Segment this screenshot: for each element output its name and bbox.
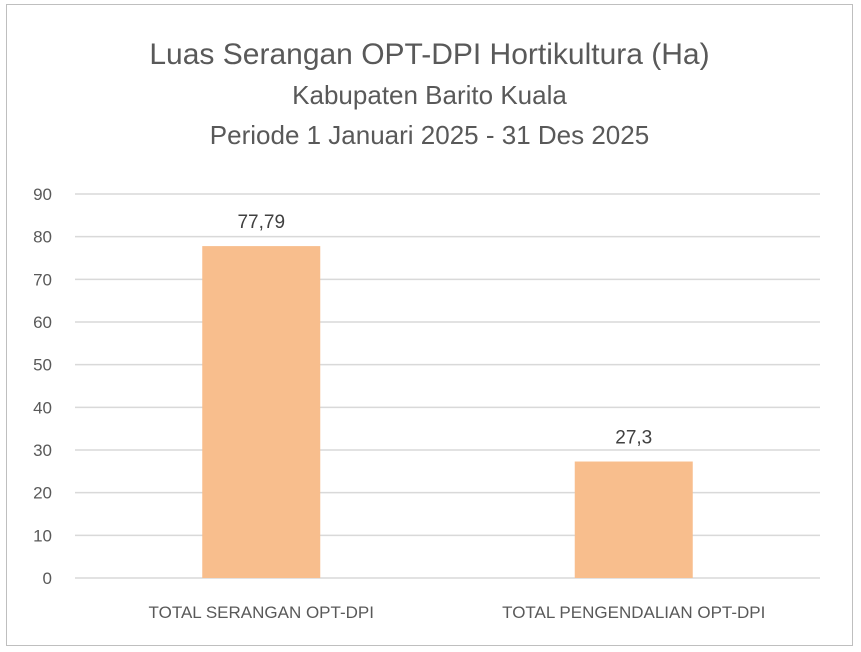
y-tick-label-40: 40	[33, 398, 52, 417]
data-label-2: 27,3	[615, 428, 652, 449]
y-tick-label-10: 10	[33, 526, 52, 545]
y-tick-label-50: 50	[33, 356, 52, 375]
y-tick-label-30: 30	[33, 441, 52, 460]
y-tick-label-20: 20	[33, 484, 52, 503]
chart-subtitle-period: Periode 1 Januari 2025 - 31 Des 2025	[209, 120, 650, 150]
data-label-1: 77,79	[237, 212, 285, 233]
y-tick-label-60: 60	[33, 313, 52, 332]
chart-title: Luas Serangan OPT-DPI Hortikultura (Ha)	[149, 38, 710, 71]
bar-2	[574, 461, 693, 578]
chart-frame: Luas Serangan OPT-DPI Hortikultura (Ha) …	[6, 4, 853, 646]
chart-subtitle-region: Kabupaten Barito Kuala	[292, 80, 567, 110]
chart-title-block: Luas Serangan OPT-DPI Hortikultura (Ha) …	[7, 35, 852, 155]
bar-1	[202, 246, 321, 578]
category-label-1: TOTAL SERANGAN OPT-DPI	[149, 603, 374, 622]
y-tick-label-70: 70	[33, 270, 52, 289]
y-tick-label-80: 80	[33, 228, 52, 247]
y-tick-label-0: 0	[43, 569, 52, 588]
y-tick-label-90: 90	[33, 185, 52, 204]
category-label-2: TOTAL PENGENDALIAN OPT-DPI	[502, 603, 765, 622]
